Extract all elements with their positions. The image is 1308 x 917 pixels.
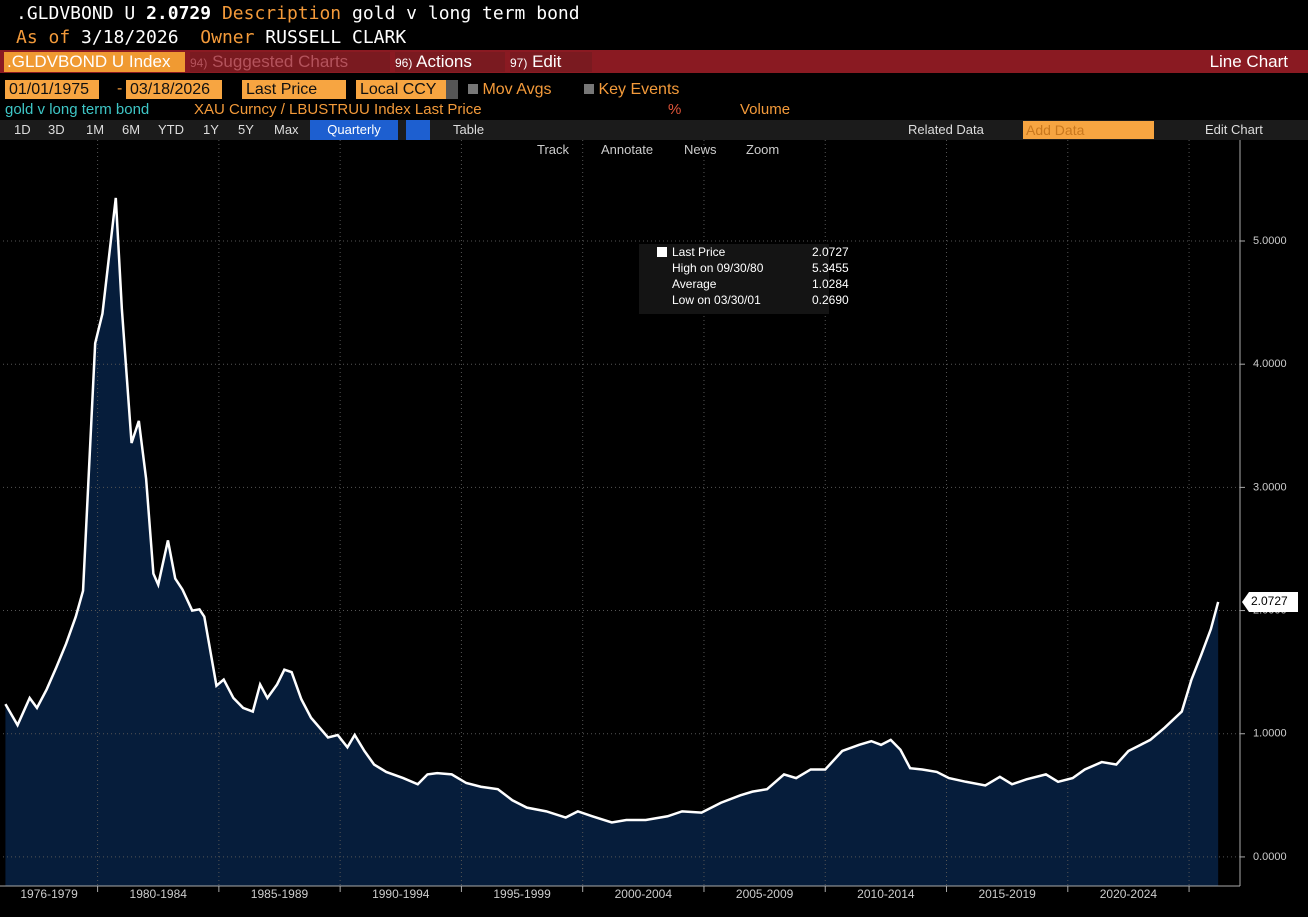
menu-item[interactable]: 96) Actions xyxy=(395,52,505,72)
key-events[interactable]: Key Events xyxy=(584,81,679,99)
menu-item[interactable]: 94) Suggested Charts xyxy=(190,52,390,72)
legend-label: Average xyxy=(672,277,717,291)
table[interactable]: Table xyxy=(453,122,485,137)
x-tick-label: 2020-2024 xyxy=(1100,887,1158,901)
frequency[interactable]: Quarterly xyxy=(310,120,398,140)
key-events-label: Key Events xyxy=(598,81,680,98)
legend-value: 1.0284 xyxy=(812,277,849,291)
last-tag xyxy=(1242,591,1298,612)
legend: Last Price 2.0727 High on 09/30/80 5.3455 Av… xyxy=(639,244,849,314)
menu-num: 96) xyxy=(395,56,413,70)
add-data[interactable]: Add Data xyxy=(1023,121,1154,139)
y-tick-label: 5.0000 xyxy=(1253,235,1287,247)
menu-num: 97) xyxy=(510,56,528,70)
period-button[interactable]: 6M xyxy=(122,122,141,137)
related-data[interactable]: Related Data xyxy=(908,122,984,137)
mov-avgs-label: Mov Avgs xyxy=(482,81,552,98)
period-button[interactable]: 1M xyxy=(86,122,105,137)
x-tick-label: 2015-2019 xyxy=(978,887,1036,901)
menu-num: 94) xyxy=(190,56,208,70)
chart-tool[interactable]: Track xyxy=(537,142,570,157)
header-row: .GLDVBOND U 2.0729 Description gold v lo… xyxy=(16,3,580,24)
date-separator: - xyxy=(117,80,123,97)
menu-label: Actions xyxy=(416,52,472,71)
chart-tool[interactable]: Annotate xyxy=(601,142,654,157)
period-button[interactable]: 1Y xyxy=(203,122,219,137)
mov-avgs[interactable]: Mov Avgs xyxy=(468,81,552,99)
y-tick-label: 4.0000 xyxy=(1253,358,1287,370)
y-tick-label: 0.0000 xyxy=(1253,851,1287,863)
series-name: gold v long term bond xyxy=(5,101,150,118)
owner: RUSSELL CLARK xyxy=(265,27,407,48)
area xyxy=(5,197,1219,886)
legend-value: 5.3455 xyxy=(812,261,849,275)
description-label: Description xyxy=(221,3,342,24)
owner-label: Owner xyxy=(200,27,255,48)
legend-value: 0.2690 xyxy=(812,293,849,307)
legend-value: 2.0727 xyxy=(812,245,849,259)
asof-label: As of xyxy=(16,27,71,48)
asof: 3/18/2026 xyxy=(81,27,179,48)
period-button[interactable]: 1D xyxy=(14,122,31,137)
y-tick-label: 3.0000 xyxy=(1253,481,1287,493)
currency[interactable]: Local CCY xyxy=(356,80,446,99)
security[interactable]: .GLDVBOND U Index xyxy=(4,52,185,72)
x-tick-label: 2010-2014 xyxy=(857,887,915,901)
y-tick-label: 1.0000 xyxy=(1253,728,1287,740)
price-line xyxy=(4,197,1220,824)
start-date[interactable]: 01/01/1975 xyxy=(5,80,99,99)
menu-label: Suggested Charts xyxy=(212,52,349,71)
x-tick-label: 2005-2009 xyxy=(736,887,794,901)
menu-item[interactable]: 97) Edit xyxy=(510,52,592,72)
price: 2.0729 xyxy=(146,3,212,24)
menu-label: Edit xyxy=(532,52,562,71)
ticker: .GLDVBOND U xyxy=(16,3,136,24)
last-label: 2.0727 xyxy=(1251,594,1288,608)
chart-tool[interactable]: News xyxy=(684,142,717,157)
edit-chart[interactable]: Edit Chart xyxy=(1205,122,1263,137)
header-row: As of 3/18/2026 Owner RUSSELL CLARK xyxy=(16,27,406,48)
x-tick-label: 1995-1999 xyxy=(493,887,551,901)
chart-type[interactable] xyxy=(406,120,430,140)
period-button[interactable]: YTD xyxy=(158,122,184,137)
x-tick-label: 1980-1984 xyxy=(130,887,188,901)
period-button[interactable]: 5Y xyxy=(238,122,254,137)
field[interactable]: Last Price xyxy=(242,80,346,99)
period-button[interactable]: Max xyxy=(274,122,299,137)
legend-label: Low on 03/30/01 xyxy=(672,293,761,307)
end-date[interactable]: 03/18/2026 xyxy=(126,80,222,99)
legend-swatch xyxy=(657,247,667,257)
description: gold v long term bond xyxy=(352,3,580,24)
view-name: Line Chart xyxy=(1209,52,1288,71)
chart-tool[interactable]: Zoom xyxy=(746,142,780,157)
x-tick-label: 2000-2004 xyxy=(615,887,673,901)
dropdown[interactable] xyxy=(446,80,458,99)
x-tick-label: 1990-1994 xyxy=(372,887,430,901)
volume: Volume xyxy=(740,101,791,118)
legend-label: Last Price xyxy=(672,245,726,259)
percent: % xyxy=(668,101,682,118)
x-tick-label: 1985-1989 xyxy=(251,887,309,901)
period-button[interactable]: 3D xyxy=(48,122,65,137)
legend-label: High on 09/30/80 xyxy=(672,261,764,275)
formula: XAU Curncy / LBUSTRUU Index Last Price xyxy=(194,101,482,118)
x-tick-label: 1976-1979 xyxy=(20,887,78,901)
